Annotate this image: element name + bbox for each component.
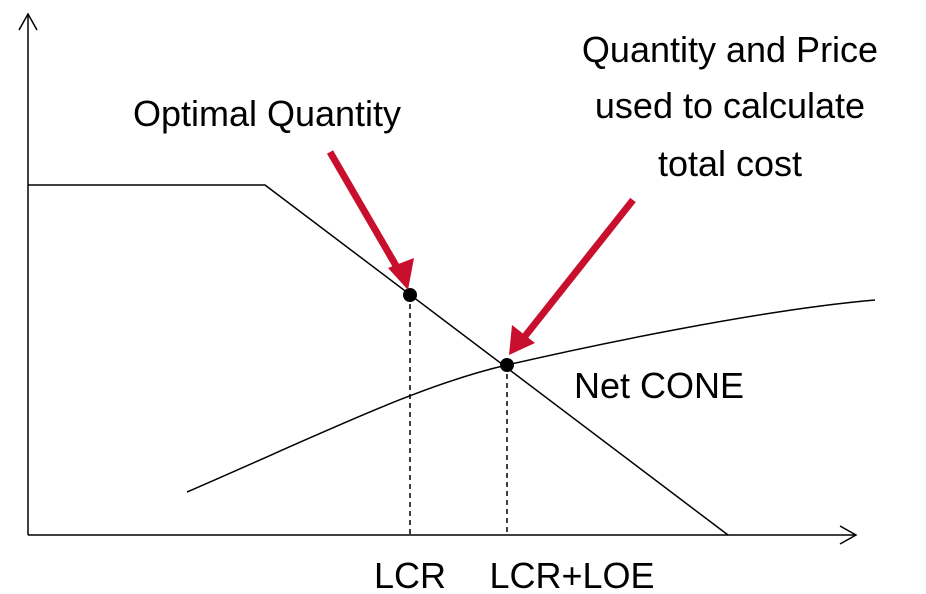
curve-label: Net CONE: [574, 365, 744, 406]
intersection-point: [500, 358, 514, 372]
red-arrow-shaft: [326, 150, 406, 278]
annotation: used to calculate: [595, 85, 865, 126]
optimal-point: [403, 288, 417, 302]
y-axis-arrow: [18, 12, 38, 31]
red-arrow-head: [388, 258, 414, 290]
red-arrow-shaft: [519, 197, 636, 343]
x-axis-arrow: [839, 525, 858, 545]
demand-curve: [28, 184, 729, 536]
annotation: total cost: [658, 143, 802, 184]
annotation: Quantity and Price: [582, 29, 878, 70]
x-label: LCR: [374, 555, 446, 594]
red-arrow-head: [509, 325, 535, 355]
x-label: LCR+LOE: [489, 555, 654, 594]
annotation: Optimal Quantity: [133, 93, 401, 134]
